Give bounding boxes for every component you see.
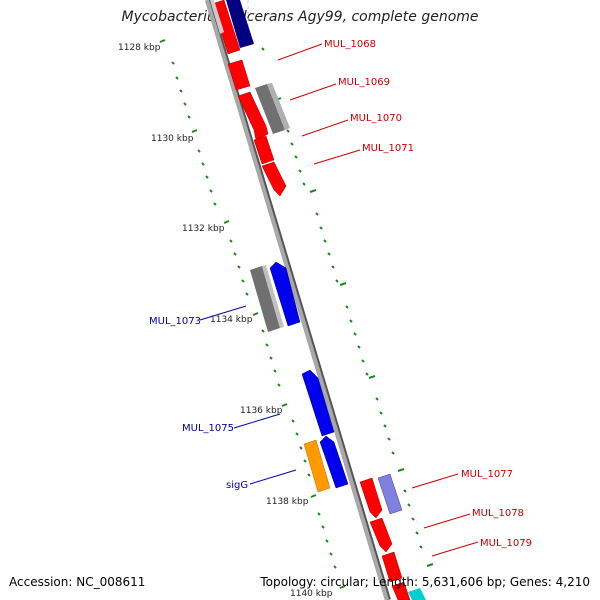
leader-mul-1068 (277, 43, 323, 61)
tick-label: 1138 kbp (266, 497, 309, 507)
outer-ruler (159, 39, 346, 589)
gene-red-1071b (261, 161, 287, 197)
gene-grey-top (210, 0, 224, 34)
gene-grey-1069-shade (267, 83, 290, 130)
gene-label-mul-1078: MUL_1078 (472, 508, 524, 519)
leader-mul-1073 (199, 305, 247, 321)
tick-labels: 1128 kbp 1130 kbp 1132 kbp 1134 kbp 1136… (118, 43, 333, 599)
gene-red-top (211, 0, 241, 55)
gene-cyan-bottom (408, 588, 426, 600)
ruler-major-tick (310, 494, 317, 498)
gene-grey-1073-shade (262, 265, 284, 328)
gene-labels: MUL_1068 MUL_1069 MUL_1070 MUL_1071 MUL_… (149, 39, 532, 549)
gene-blue-1075 (301, 369, 335, 437)
ruler-major-tick (281, 403, 288, 407)
leader-mul-1078 (423, 513, 471, 529)
tick-label: 1128 kbp (118, 43, 161, 53)
leader-lines (199, 43, 479, 557)
gene-grey-1073 (250, 266, 280, 332)
gene-red-1078 (369, 517, 393, 553)
leader-mul-1071 (313, 149, 361, 165)
gene-blue-1074 (269, 261, 301, 327)
gene-red-1077 (359, 477, 383, 519)
leader-mul-1069 (289, 83, 337, 101)
gene-navy-top (226, 0, 254, 48)
tick-label: 1134 kbp (210, 315, 253, 325)
leader-mul-1079 (431, 541, 479, 557)
gene-red-1070 (237, 91, 269, 141)
ruler-major-tick (339, 585, 346, 589)
gene-orange-sigG (303, 439, 331, 493)
gene-label-mul-1075: MUL_1075 (182, 423, 234, 434)
leader-sigG (249, 469, 297, 485)
ruler-major-tick (252, 312, 259, 316)
tick-label: 1136 kbp (240, 406, 283, 416)
gene-label-mul-1071: MUL_1071 (362, 143, 414, 154)
gene-red-1071 (253, 135, 275, 165)
tick-label: 1132 kbp (182, 224, 225, 234)
gene-red-1069 (227, 59, 251, 91)
gene-label-mul-1068: MUL_1068 (324, 39, 376, 50)
gene-label-mul-1069: MUL_1069 (338, 77, 390, 88)
gene-label-sigG: sigG (226, 480, 248, 491)
leader-mul-1077 (411, 473, 459, 489)
gene-red-1079 (381, 551, 403, 583)
gene-features (210, 0, 426, 600)
genome-backbone (205, 0, 389, 600)
gene-label-mul-1070: MUL_1070 (350, 113, 402, 124)
genome-summary-text: Topology: circular; Length: 5,631,606 bp… (260, 575, 590, 589)
ruler-major-tick (191, 129, 198, 133)
leader-mul-1075 (233, 413, 281, 429)
ruler-major-tick (159, 39, 166, 43)
tick-label: 1140 kbp (290, 589, 333, 599)
accession-text: Accession: NC_008611 (9, 575, 146, 589)
tick-label: 1130 kbp (151, 134, 194, 144)
ruler-major-tick (223, 220, 230, 224)
gene-grey-1069 (255, 84, 285, 134)
gene-red-bottom (391, 581, 411, 600)
leader-mul-1070 (301, 119, 349, 137)
gene-lavender-1077 (377, 473, 403, 515)
inner-ruler (261, 47, 434, 567)
gene-label-mul-1073: MUL_1073 (149, 316, 201, 327)
gene-label-mul-1077: MUL_1077 (461, 469, 513, 480)
gene-label-mul-1079: MUL_1079 (480, 538, 532, 549)
gene-blue-1076 (319, 435, 349, 489)
